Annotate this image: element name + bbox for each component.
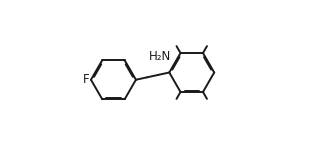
Text: H₂N: H₂N bbox=[149, 50, 171, 63]
Text: F: F bbox=[83, 73, 89, 86]
